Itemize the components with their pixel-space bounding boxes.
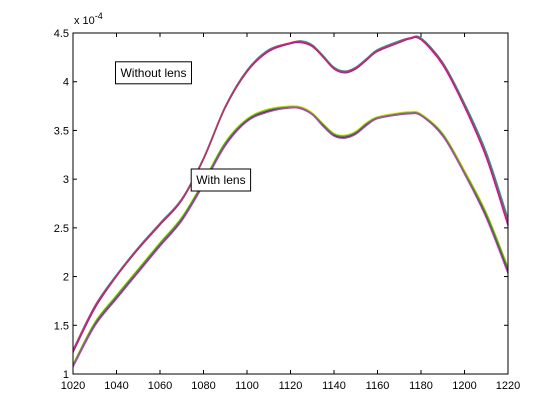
annotation-box: Without lens [115,61,192,85]
series-line-without-lens-1 [72,35,509,350]
y-tick-label: 4.5 [54,28,69,40]
y-tick-label: 1 [63,369,69,381]
x-tick-label: 1060 [148,380,172,392]
y-multiplier-exponent: -4 [95,11,103,21]
annotations: Without lens With lens [115,61,252,192]
x-tick-label: 1020 [61,380,85,392]
plot-area [73,33,508,374]
y-multiplier: x 10-4 [74,11,103,27]
x-tick-label: 1080 [191,380,215,392]
x-tick-label: 1160 [366,380,390,392]
y-multiplier-base: x 10 [74,15,95,27]
x-tick-label: 1220 [496,380,520,392]
x-tick-label: 1120 [279,380,303,392]
x-axis: 1020 1040 1060 1080 1100 1120 1140 1160 1180 1200… [61,33,520,392]
y-tick-label: 1.5 [54,320,69,332]
x-tick-label: 1180 [409,380,433,392]
y-tick-label: 2 [63,272,69,284]
y-axis: 1 1.5 2 2.5 3 3.5 4 4.5 [54,28,508,381]
y-tick-label: 3.5 [54,125,69,137]
annotation-border [115,61,192,85]
series-line-with-lens-6 [72,106,509,366]
series-line-with-lens-5 [72,105,509,365]
x-tick-label: 1140 [322,380,346,392]
x-tick-label: 1100 [235,380,259,392]
y-tick-label: 4 [63,77,69,89]
annotation-label: With lens [196,173,245,187]
y-tick-label: 2.5 [54,223,69,235]
y-tick-label: 3 [63,174,69,186]
series-line-with-lens-7 [72,107,509,368]
series-line-without-lens-3 [72,35,509,351]
x-tick-label: 1200 [452,380,476,392]
series-layer [72,35,509,368]
x-tick-label: 1040 [104,380,128,392]
annotation-box: With lens [190,168,252,192]
series-line-without-lens-2 [72,36,509,353]
annotation-label: Without lens [120,66,186,80]
annotation-border [190,168,252,192]
